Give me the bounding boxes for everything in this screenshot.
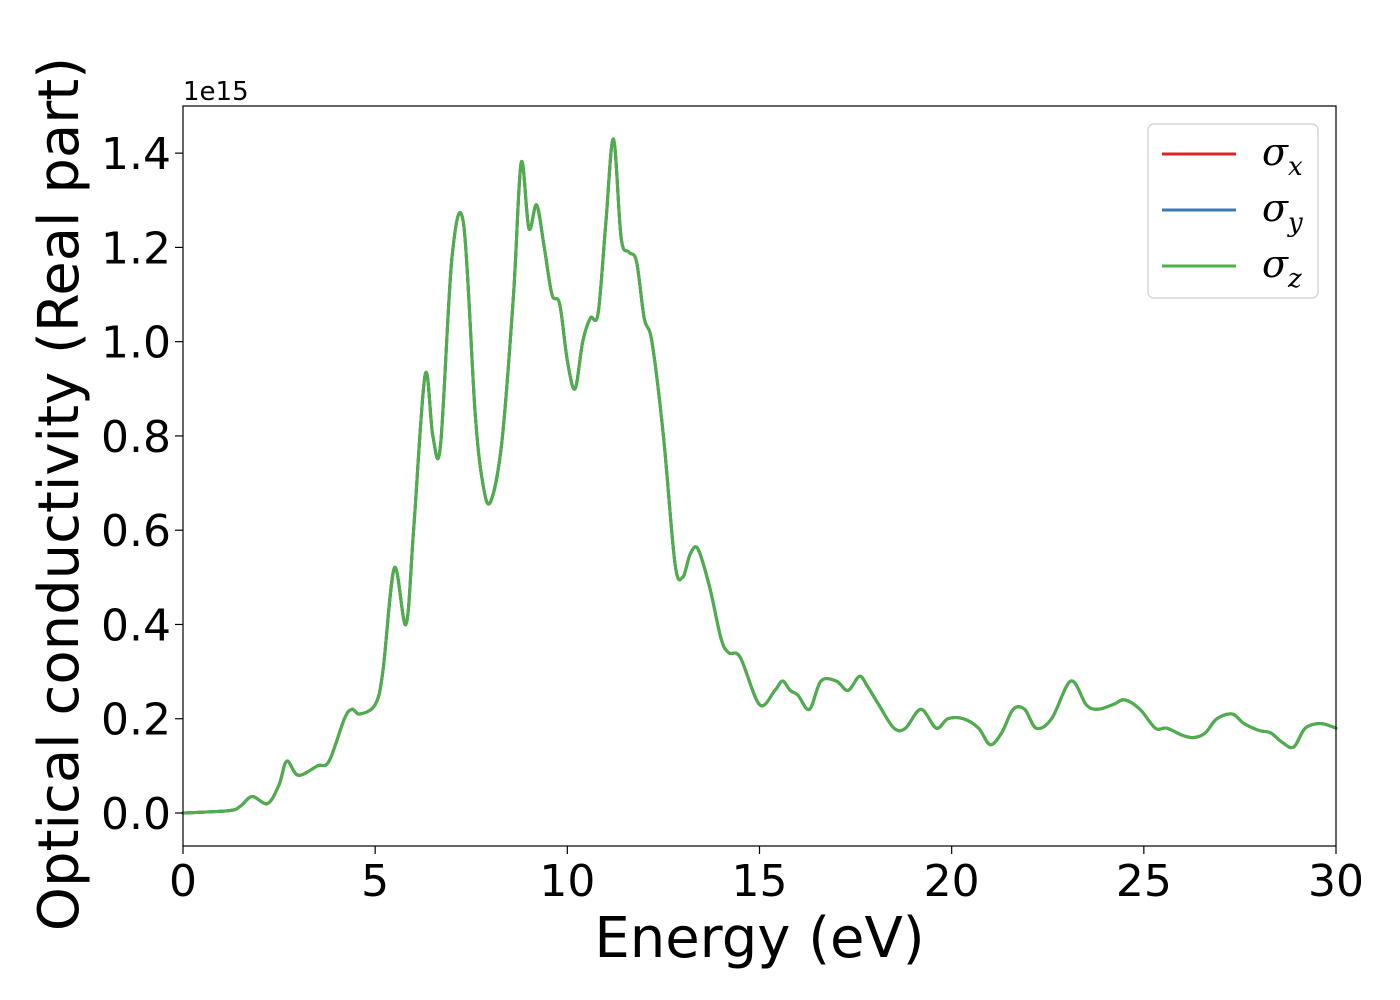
series-layer [181,137,1338,815]
x-tick-label: 10 [539,856,595,907]
y-axis-label: Optical conductivity (Real part) [27,57,92,931]
y-axis-ticks: 0.0 0.2 0.4 0.6 0.8 1.0 1.2 1.4 [101,129,183,840]
legend-label: σz [1262,242,1302,294]
y-tick-label: 0.6 [101,506,171,557]
legend-symbol: σ [1262,130,1289,174]
x-axis-ticks: 0 5 10 15 20 25 30 [169,846,1364,907]
y-tick-label: 1.4 [101,129,171,180]
legend-subscript: y [1287,208,1303,238]
y-tick-label: 0.4 [101,600,171,651]
x-tick-label: 5 [361,856,389,907]
x-tick-label: 30 [1308,856,1364,907]
legend-subscript: z [1287,264,1302,294]
x-tick-label: 25 [1116,856,1172,907]
x-axis-label: Energy (eV) [594,906,924,971]
y-axis-offset-text: 1e15 [183,77,249,107]
y-tick-label: 0.0 [101,789,171,840]
series-line-σz [181,137,1338,815]
legend-label: σx [1262,130,1303,182]
x-tick-label: 15 [732,856,788,907]
y-tick-label: 1.0 [101,318,171,369]
x-tick-label: 0 [169,856,197,907]
x-tick-label: 20 [924,856,980,907]
y-tick-label: 0.2 [101,695,171,746]
legend-symbol: σ [1262,186,1289,230]
y-tick-label: 0.8 [101,412,171,463]
legend-subscript: x [1288,152,1303,182]
legend-label: σy [1262,186,1303,238]
y-tick-label: 1.2 [101,223,171,274]
legend-symbol: σ [1262,242,1289,286]
